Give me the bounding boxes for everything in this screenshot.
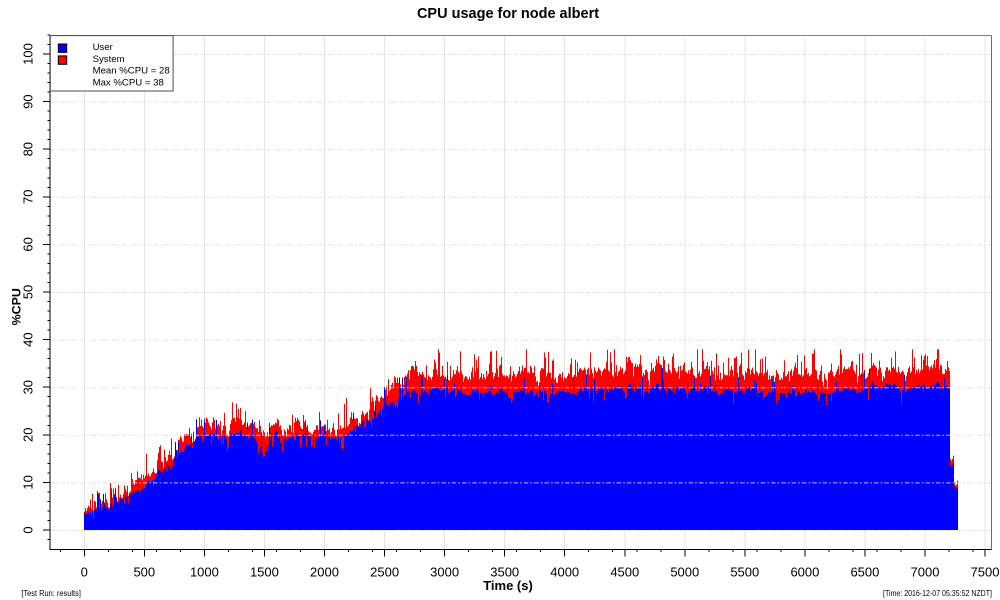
svg-text:4000: 4000	[550, 565, 579, 580]
svg-text:Max %CPU = 38: Max %CPU = 38	[93, 78, 164, 89]
svg-text:500: 500	[133, 565, 155, 580]
svg-text:7500: 7500	[971, 565, 1000, 580]
svg-text:50: 50	[21, 285, 36, 299]
svg-text:1500: 1500	[250, 565, 279, 580]
svg-text:0: 0	[81, 565, 88, 580]
svg-text:3500: 3500	[490, 565, 519, 580]
svg-text:%CPU: %CPU	[10, 288, 24, 325]
svg-text:80: 80	[21, 142, 36, 156]
svg-text:6000: 6000	[790, 565, 819, 580]
svg-text:User: User	[93, 42, 114, 53]
svg-text:System: System	[93, 54, 125, 65]
svg-text:60: 60	[21, 237, 36, 251]
svg-text:5500: 5500	[730, 565, 759, 580]
svg-text:[Time: 2016-12-07 05:35:52 NZD: [Time: 2016-12-07 05:35:52 NZDT]	[883, 589, 992, 598]
svg-text:20: 20	[21, 428, 36, 442]
svg-text:40: 40	[21, 332, 36, 346]
svg-text:CPU usage for node albert: CPU usage for node albert	[417, 6, 599, 22]
svg-text:0: 0	[21, 526, 36, 533]
svg-text:[Test Run: results]: [Test Run: results]	[21, 589, 81, 598]
svg-text:2500: 2500	[370, 565, 399, 580]
svg-text:7000: 7000	[911, 565, 940, 580]
svg-text:10: 10	[21, 475, 36, 489]
svg-text:2000: 2000	[310, 565, 339, 580]
svg-text:Mean %CPU = 28: Mean %CPU = 28	[93, 66, 170, 77]
svg-text:90: 90	[21, 94, 36, 108]
svg-text:3000: 3000	[430, 565, 459, 580]
svg-text:1000: 1000	[190, 565, 219, 580]
svg-text:5000: 5000	[670, 565, 699, 580]
svg-text:100: 100	[21, 43, 36, 65]
svg-text:Time (s): Time (s)	[483, 578, 533, 593]
svg-text:70: 70	[21, 190, 36, 204]
svg-text:6500: 6500	[850, 565, 879, 580]
svg-text:30: 30	[21, 380, 36, 394]
svg-text:4500: 4500	[610, 565, 639, 580]
